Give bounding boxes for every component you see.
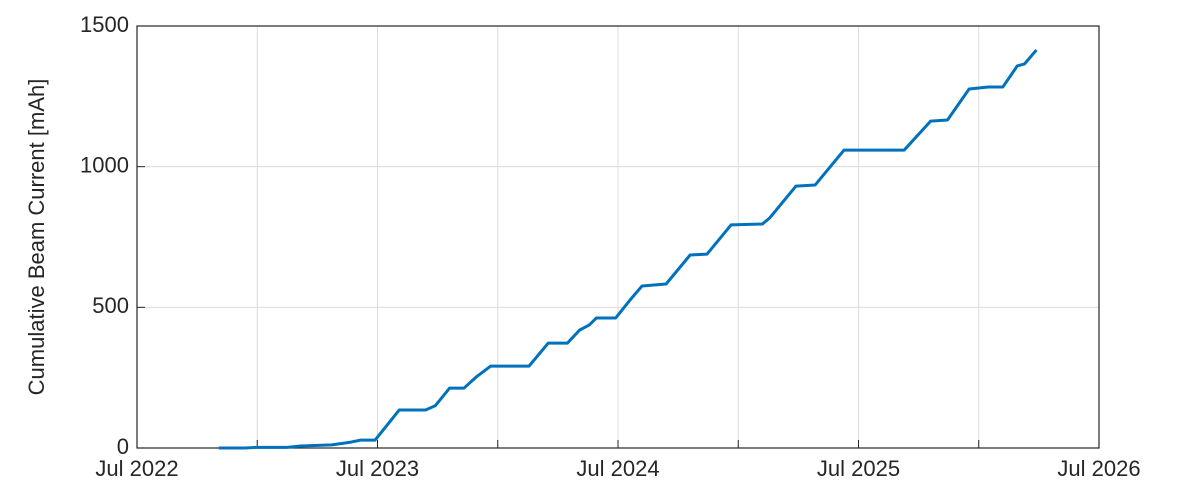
x-tick-label: Jul 2023 <box>336 456 419 481</box>
y-tick-label: 1000 <box>80 152 129 177</box>
y-axis-label: Cumulative Beam Current [mAh] <box>24 79 49 396</box>
data-line <box>218 48 1038 450</box>
y-tick-label: 500 <box>92 293 129 318</box>
y-tick-label: 1500 <box>80 12 129 37</box>
x-tick-label: Jul 2024 <box>576 456 659 481</box>
x-tick-label: Jul 2025 <box>817 456 900 481</box>
y-tick-label: 0 <box>117 434 129 459</box>
axes-box <box>136 25 1100 449</box>
x-tick-label: Jul 2022 <box>95 456 178 481</box>
x-tick-label: Jul 2026 <box>1057 456 1140 481</box>
